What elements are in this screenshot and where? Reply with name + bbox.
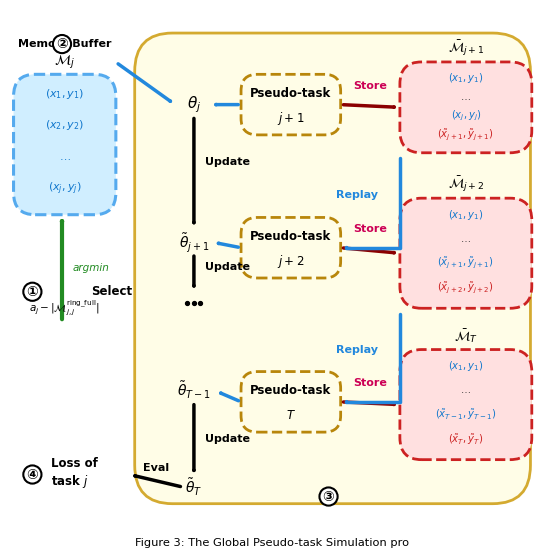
FancyBboxPatch shape xyxy=(400,62,532,153)
Text: Store: Store xyxy=(354,224,387,234)
Text: Pseudo-task: Pseudo-task xyxy=(250,230,331,243)
Text: Memory Buffer: Memory Buffer xyxy=(18,39,112,49)
Text: Replay: Replay xyxy=(336,345,378,355)
Text: $\ldots$: $\ldots$ xyxy=(59,152,71,162)
Text: $(x_1,y_1)$: $(x_1,y_1)$ xyxy=(448,72,484,86)
Text: ②: ② xyxy=(56,37,68,51)
Text: ④: ④ xyxy=(27,468,38,481)
FancyBboxPatch shape xyxy=(400,350,532,460)
FancyBboxPatch shape xyxy=(241,75,341,135)
Text: $\mathcal{M}_j$: $\mathcal{M}_j$ xyxy=(54,53,75,71)
Text: Update: Update xyxy=(205,262,250,272)
FancyBboxPatch shape xyxy=(400,198,532,308)
Text: $\bar{\mathcal{M}}_T$: $\bar{\mathcal{M}}_T$ xyxy=(454,327,478,345)
Text: Loss of
task $j$: Loss of task $j$ xyxy=(51,457,98,490)
Text: $(x_j,y_j)$: $(x_j,y_j)$ xyxy=(450,109,481,123)
Text: Store: Store xyxy=(354,378,387,388)
Text: $(x_1,y_1)$: $(x_1,y_1)$ xyxy=(448,359,484,373)
Text: $a_j - |\mathcal{M}_{j,j}^{\rm ring\_full}|$: $a_j - |\mathcal{M}_{j,j}^{\rm ring\_ful… xyxy=(29,299,100,318)
Text: Update: Update xyxy=(205,434,250,444)
Text: $(\tilde{x}_{j+2},\tilde{y}_{j+2})$: $(\tilde{x}_{j+2},\tilde{y}_{j+2})$ xyxy=(437,280,494,296)
Text: $(\tilde{x}_{T-1},\tilde{y}_{T-1})$: $(\tilde{x}_{T-1},\tilde{y}_{T-1})$ xyxy=(435,408,497,423)
Text: ①: ① xyxy=(27,285,38,299)
FancyBboxPatch shape xyxy=(14,75,116,215)
Text: $\theta_j$: $\theta_j$ xyxy=(187,95,201,115)
Text: $(x_1,y_1)$: $(x_1,y_1)$ xyxy=(448,208,484,222)
Text: Store: Store xyxy=(354,81,387,91)
Text: argmin: argmin xyxy=(73,264,110,274)
Text: $(\tilde{x}_T,\tilde{y}_T)$: $(\tilde{x}_T,\tilde{y}_T)$ xyxy=(448,431,484,446)
Text: $\bar{\mathcal{M}}_{j+2}$: $\bar{\mathcal{M}}_{j+2}$ xyxy=(448,174,484,194)
Text: $j+2$: $j+2$ xyxy=(277,253,305,270)
Text: $(\tilde{x}_{j+1},\tilde{y}_{j+1})$: $(\tilde{x}_{j+1},\tilde{y}_{j+1})$ xyxy=(437,127,494,143)
FancyBboxPatch shape xyxy=(241,217,341,278)
Text: $T$: $T$ xyxy=(286,409,296,422)
Text: $\ldots$: $\ldots$ xyxy=(460,234,471,244)
Text: Replay: Replay xyxy=(336,190,378,200)
Text: $(\tilde{x}_{j+1},\tilde{y}_{j+1})$: $(\tilde{x}_{j+1},\tilde{y}_{j+1})$ xyxy=(437,256,494,271)
Text: Figure 3: The Global Pseudo-task Simulation pro: Figure 3: The Global Pseudo-task Simulat… xyxy=(135,538,409,548)
Text: $\ldots$: $\ldots$ xyxy=(460,385,471,395)
Text: $\tilde{\theta}_{T-1}$: $\tilde{\theta}_{T-1}$ xyxy=(177,380,211,401)
Text: Pseudo-task: Pseudo-task xyxy=(250,384,331,398)
Text: $(x_2,y_2)$: $(x_2,y_2)$ xyxy=(45,118,84,132)
Text: Pseudo-task: Pseudo-task xyxy=(250,87,331,100)
Text: $j+1$: $j+1$ xyxy=(277,110,305,127)
Text: $\tilde{\theta}_{j+1}$: $\tilde{\theta}_{j+1}$ xyxy=(178,231,209,254)
Text: $\ldots$: $\ldots$ xyxy=(460,92,471,102)
Text: $(x_1,y_1)$: $(x_1,y_1)$ xyxy=(45,87,84,101)
Text: Update: Update xyxy=(205,157,250,167)
Text: Select: Select xyxy=(91,285,133,298)
Text: Eval: Eval xyxy=(143,463,169,473)
Text: $\tilde{\theta}_T$: $\tilde{\theta}_T$ xyxy=(186,476,202,498)
Text: $(x_j,y_j)$: $(x_j,y_j)$ xyxy=(48,180,82,197)
FancyBboxPatch shape xyxy=(241,371,341,432)
FancyBboxPatch shape xyxy=(135,33,530,504)
Text: ③: ③ xyxy=(323,489,335,504)
Text: $\bar{\mathcal{M}}_{j+1}$: $\bar{\mathcal{M}}_{j+1}$ xyxy=(448,38,484,58)
